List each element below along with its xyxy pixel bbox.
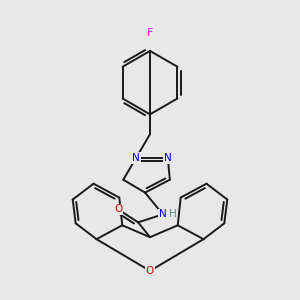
Text: H: H bbox=[169, 209, 177, 219]
Text: N: N bbox=[164, 153, 172, 163]
Text: O: O bbox=[114, 204, 122, 214]
Text: F: F bbox=[147, 28, 153, 38]
Text: N: N bbox=[159, 209, 167, 219]
Text: O: O bbox=[146, 266, 154, 276]
Text: N: N bbox=[132, 153, 140, 163]
